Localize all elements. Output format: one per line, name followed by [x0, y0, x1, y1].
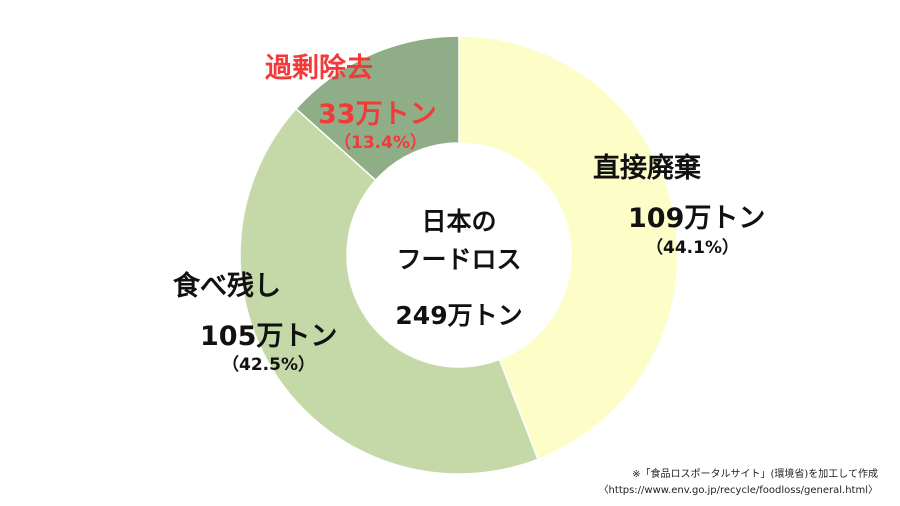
- source-note-line1: ※「食品ロスポータルサイト」(環境省)を加工して作成: [632, 469, 878, 480]
- slice-percent-excess-removal: （13.4%）: [334, 133, 427, 153]
- slice-amount-leftovers: 105万トン: [200, 321, 338, 352]
- slice-label-leftovers: 食べ残し: [173, 271, 281, 302]
- slice-amount-direct-disposal: 109万トン: [628, 203, 766, 234]
- source-note-line2: 〈https://www.env.go.jp/recycle/foodloss/…: [598, 485, 878, 496]
- center-title-line1: 日本の: [421, 207, 497, 236]
- slice-percent-leftovers: （42.5%）: [222, 355, 315, 375]
- slice-percent-direct-disposal: （44.1%）: [646, 238, 739, 258]
- center-total: 249万トン: [395, 301, 523, 330]
- slice-amount-excess-removal: 33万トン: [318, 99, 437, 130]
- center-title-line2: フードロス: [396, 245, 522, 274]
- slice-label-excess-removal: 過剰除去: [265, 53, 373, 84]
- slice-label-direct-disposal: 直接廃棄: [593, 153, 701, 184]
- donut-hole: [347, 143, 571, 367]
